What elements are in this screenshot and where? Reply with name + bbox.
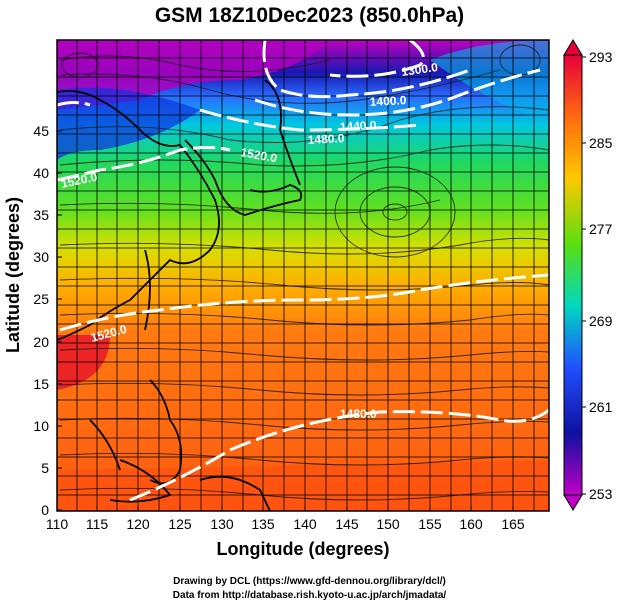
colorbar-label: 253: [589, 486, 613, 502]
contour-label-1440: 1440.0: [339, 118, 377, 134]
x-tick-label: 160: [459, 516, 483, 532]
x-tick-marks: [56, 506, 514, 511]
y-tick-label: 5: [41, 460, 49, 476]
colorbar: 293 285 277 269 261 253: [563, 39, 613, 511]
x-tick-label: 165: [501, 516, 525, 532]
x-tick-labels: 110 115 120 125 130 135 140 145 150 155 …: [46, 516, 525, 532]
y-tick-label: 0: [41, 502, 49, 518]
x-tick-label: 120: [126, 516, 150, 532]
colorbar-label: 269: [589, 313, 613, 329]
colorbar-top-arrow: [563, 39, 583, 56]
x-tick-label: 140: [293, 516, 317, 532]
x-tick-label: 135: [251, 516, 275, 532]
credit-data: Data from http://database.rish.kyoto-u.a…: [172, 590, 447, 601]
contour-label-1480: 1480.0: [307, 131, 345, 147]
y-tick-label: 10: [33, 418, 49, 434]
y-axis-title: Latitude (degrees): [3, 197, 23, 353]
y-tick-label: 15: [33, 376, 49, 392]
contour-label-1480-south: 1480.0: [340, 407, 377, 421]
plot-frame: [56, 39, 550, 512]
x-tick-label: 145: [335, 516, 359, 532]
map-title: GSM 18Z10Dec2023 (850.0hPa): [154, 4, 465, 27]
grid-lines: [57, 40, 549, 511]
colorbar-label: 261: [589, 399, 613, 415]
contour-label-1300: 1300.0: [400, 60, 439, 79]
x-tick-label: 125: [168, 516, 192, 532]
y-tick-label: 45: [33, 123, 49, 139]
x-tick-label: 130: [210, 516, 234, 532]
x-tick-label: 155: [418, 516, 442, 532]
y-tick-label: 40: [33, 165, 49, 181]
x-tick-label: 110: [46, 516, 69, 532]
colorbar-label: 293: [589, 49, 613, 65]
y-tick-label: 30: [33, 249, 49, 265]
credit-drawing: Drawing by DCL (https://www.gfd-dennou.o…: [173, 576, 446, 587]
height-contours: [57, 40, 549, 502]
y-tick-label: 25: [33, 291, 49, 307]
colorbar-label: 277: [589, 221, 613, 237]
y-tick-label: 35: [33, 207, 49, 223]
colorbar-bottom-arrow: [563, 494, 583, 511]
colorbar-scale: [563, 54, 583, 496]
y-tick-marks: [57, 130, 62, 511]
x-tick-label: 150: [376, 516, 400, 532]
x-axis-title: Longitude (degrees): [216, 539, 389, 559]
contour-label-1400: 1400.0: [369, 93, 407, 109]
x-tick-label: 115: [86, 516, 109, 532]
colorbar-label: 285: [589, 135, 613, 151]
y-tick-labels: 0 5 10 15 20 25 30 35 40 45: [33, 123, 49, 518]
contour-label-1520-a: 1520.0: [239, 145, 278, 165]
y-tick-label: 20: [33, 334, 49, 350]
